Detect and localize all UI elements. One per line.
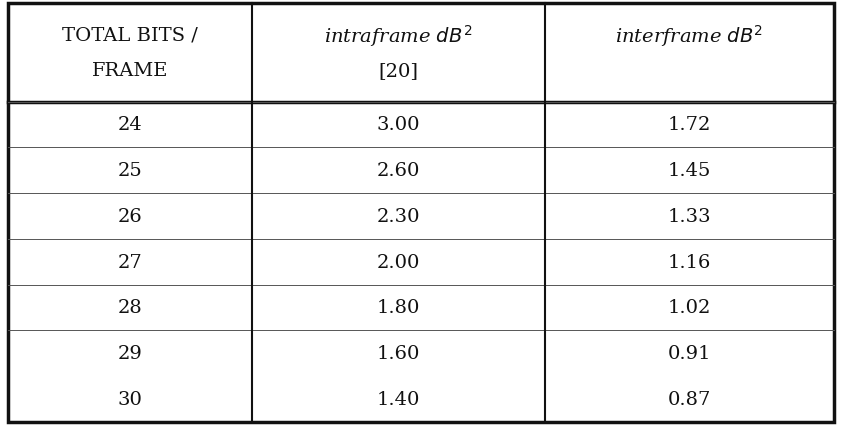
- Text: 26: 26: [118, 207, 142, 225]
- Text: 2.00: 2.00: [376, 253, 420, 271]
- Text: 0.91: 0.91: [668, 344, 711, 362]
- Text: 0.87: 0.87: [668, 390, 711, 408]
- Text: 27: 27: [118, 253, 142, 271]
- Text: 3.00: 3.00: [376, 116, 420, 134]
- Text: [20]: [20]: [378, 62, 418, 80]
- Text: interframe $dB^2$: interframe $dB^2$: [615, 23, 764, 49]
- Text: 1.72: 1.72: [668, 116, 711, 134]
- Text: 25: 25: [118, 162, 142, 180]
- Text: 28: 28: [118, 299, 142, 317]
- Text: 30: 30: [118, 390, 142, 408]
- Text: 1.45: 1.45: [668, 162, 711, 180]
- Text: 29: 29: [118, 344, 142, 362]
- Text: intraframe $dB^2$: intraframe $dB^2$: [324, 23, 472, 49]
- Text: TOTAL BITS /: TOTAL BITS /: [62, 27, 198, 45]
- Text: 2.30: 2.30: [376, 207, 420, 225]
- Text: 1.80: 1.80: [376, 299, 420, 317]
- Text: 1.02: 1.02: [668, 299, 711, 317]
- Text: 2.60: 2.60: [376, 162, 420, 180]
- Text: 1.40: 1.40: [376, 390, 420, 408]
- Text: 24: 24: [118, 116, 142, 134]
- Text: 1.33: 1.33: [668, 207, 711, 225]
- Text: 1.60: 1.60: [376, 344, 420, 362]
- Text: FRAME: FRAME: [92, 62, 168, 80]
- Text: 1.16: 1.16: [668, 253, 711, 271]
